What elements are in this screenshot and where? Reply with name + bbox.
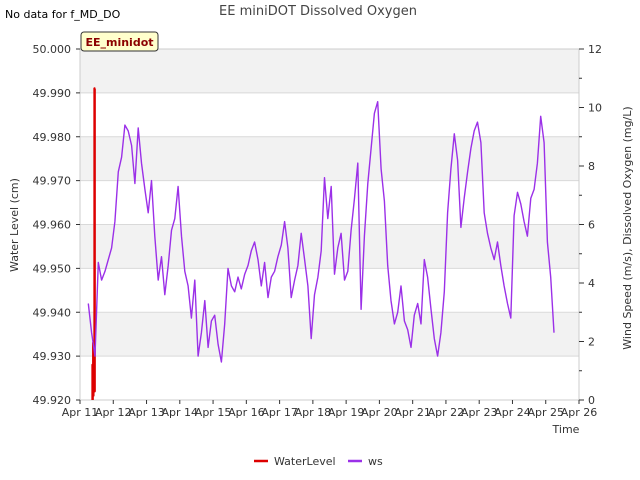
y-left-axis: 49.920 49.930 49.940 49.950 49.960 49.970 49.9…	[33, 43, 80, 407]
x-tick-label: Apr 21	[394, 406, 431, 419]
site-badge: EE_minidot	[80, 31, 159, 52]
series-layer	[87, 87, 555, 400]
site-badge-label: EE_minidot	[85, 36, 153, 49]
x-tick-label: Apr 17	[261, 406, 298, 419]
y-left-tick-label: 49.970	[33, 175, 72, 188]
site-badge-box	[80, 31, 159, 52]
y-right-tick-label: 12	[588, 43, 602, 56]
x-tick-label: Apr 22	[428, 406, 465, 419]
series-line-ws	[87, 100, 555, 363]
y-left-tick-label: 49.960	[33, 219, 72, 232]
x-tick-label: Apr 25	[527, 406, 564, 419]
legend-label-waterlevel: WaterLevel	[274, 455, 336, 468]
y-left-axis-title: Water Level (cm)	[8, 178, 21, 272]
x-tick-label: Apr 18	[295, 406, 332, 419]
legend: WaterLevel ws	[254, 455, 383, 468]
x-axis-title: Time	[552, 423, 580, 436]
x-tick-label: Apr 26	[561, 406, 598, 419]
x-tick-label: Apr 16	[228, 406, 265, 419]
x-tick-label: Apr 14	[162, 406, 199, 419]
y-right-tick-label: 0	[588, 394, 595, 407]
y-right-axis-title: Wind Speed (m/s), Dissolved Oxygen (mg/L…	[621, 106, 634, 349]
y-right-tick-label: 8	[588, 160, 595, 173]
background-band	[80, 136, 579, 181]
y-right-tick-label: 4	[588, 277, 595, 290]
no-data-note: No data for f_MD_DO	[5, 8, 121, 21]
x-tick-label: Apr 11	[62, 406, 99, 419]
y-right-tick-label: 10	[588, 102, 602, 115]
background-band	[80, 224, 579, 269]
y-left-tick-label: 49.980	[33, 131, 72, 144]
x-tick-label: Apr 24	[494, 406, 531, 419]
y-left-tick-label: 49.950	[33, 262, 72, 275]
x-tick-label: Apr 19	[328, 406, 365, 419]
y-right-axis: 0 2 4 6 8 10 12	[579, 43, 602, 407]
x-tick-label: Apr 15	[195, 406, 232, 419]
plot-background-bands	[80, 49, 579, 357]
y-right-tick-label: 6	[588, 219, 595, 232]
background-band	[80, 312, 579, 357]
x-tick-label: Apr 23	[461, 406, 498, 419]
chart-title: EE miniDOT Dissolved Oxygen	[219, 4, 417, 19]
x-tick-label: Apr 13	[128, 406, 165, 419]
y-left-tick-label: 49.990	[33, 87, 72, 100]
x-tick-label: Apr 12	[95, 406, 132, 419]
y-left-tick-label: 49.940	[33, 306, 72, 319]
x-tick-label: Apr 20	[361, 406, 398, 419]
y-left-tick-label: 49.930	[33, 350, 72, 363]
y-left-tick-label: 49.920	[33, 394, 72, 407]
legend-label-ws: ws	[368, 455, 383, 468]
y-left-tick-label: 50.000	[33, 43, 72, 56]
background-band	[80, 49, 579, 93]
y-right-tick-label: 2	[588, 336, 595, 349]
